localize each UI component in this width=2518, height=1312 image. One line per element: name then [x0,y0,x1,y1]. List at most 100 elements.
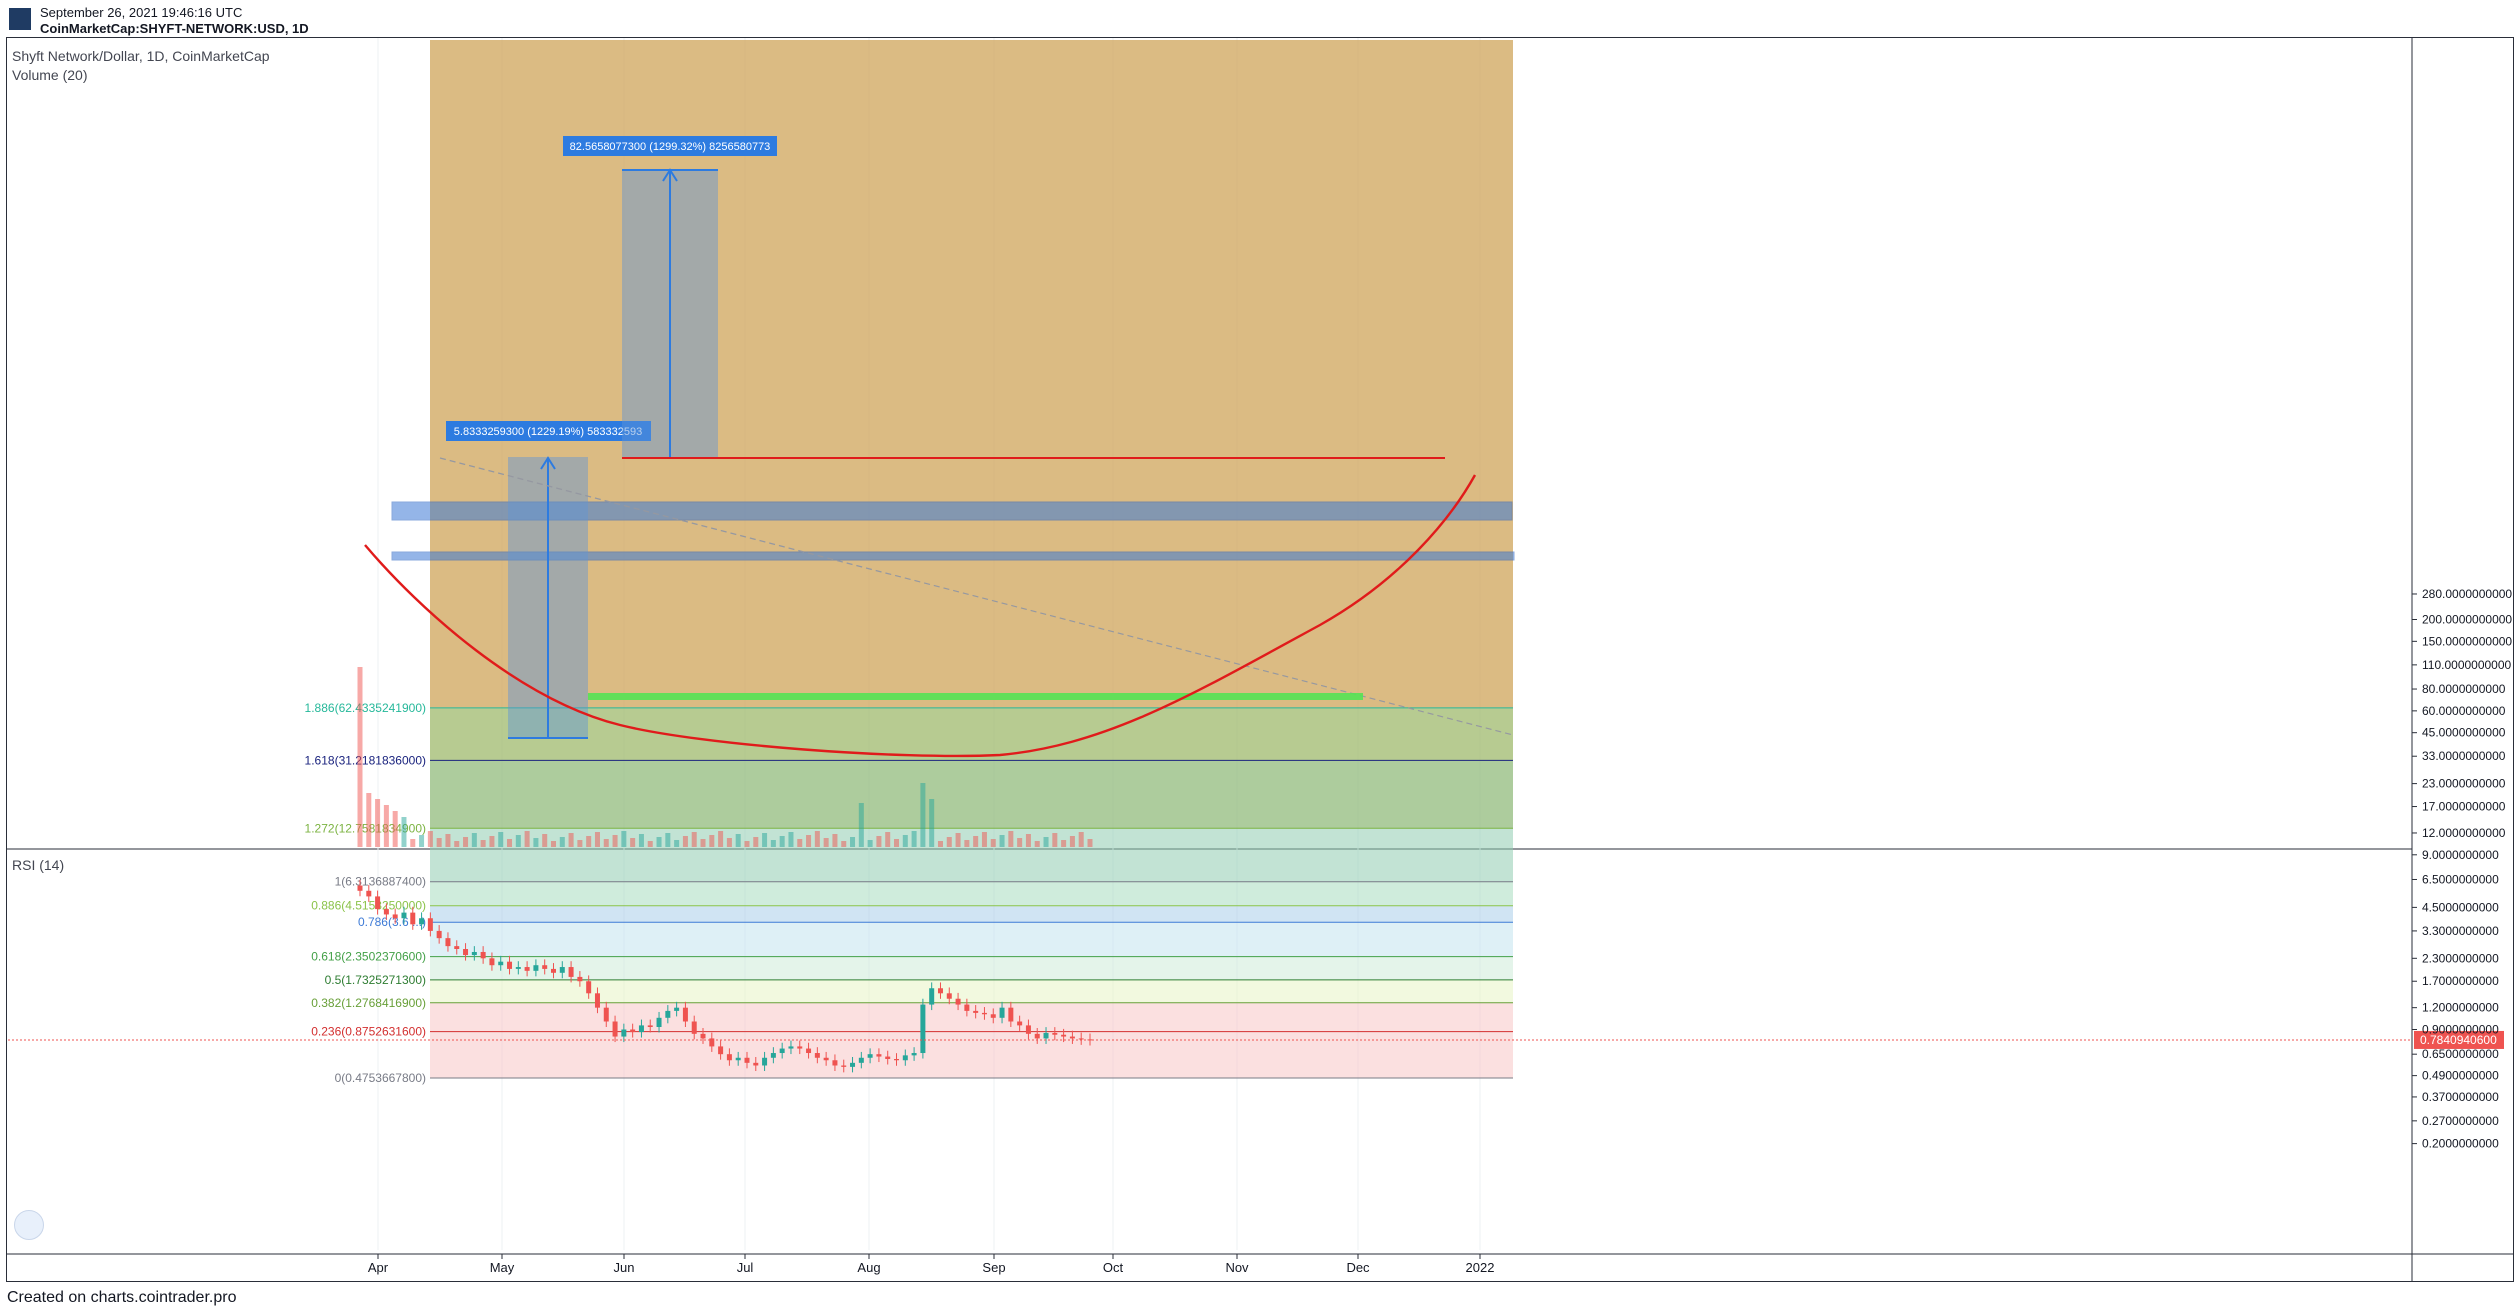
price-tick-label: 110.0000000000 [2422,658,2512,672]
fib-zone [430,828,1513,882]
fib-zone [430,760,1513,829]
volume-bar [366,793,372,847]
candle-body [902,1055,908,1061]
volume-bar [489,836,495,847]
volume-bar [726,838,732,847]
volume-bar [392,811,398,847]
candle-body [383,909,389,915]
candle-body [823,1057,829,1061]
volume-bar [735,834,741,847]
candle-body [471,951,477,956]
candle-body [577,976,583,982]
volume-bar [1043,837,1049,847]
candle-body [401,912,407,919]
candle-body [814,1053,820,1058]
volume-bar [797,839,803,847]
candle-body [524,967,530,971]
volume-bar [762,833,768,847]
candle-body [770,1053,776,1058]
volume-bar [559,837,565,847]
fib-level-label: 0.886(4.5153250000) [311,899,426,913]
volume-bar [612,835,618,847]
candle-body [937,988,943,994]
candle-body [674,1007,680,1011]
volume-bar [630,838,636,847]
volume-bar [682,836,688,847]
volume-bar [656,837,662,847]
candle-body [366,890,372,897]
candle-body [357,885,363,891]
candle-body [410,912,416,925]
tradingview-badge-icon[interactable] [14,1210,44,1240]
fib-highlight-0618 [391,551,1515,561]
fib-level-label: 0.618(2.3502370600) [311,950,426,964]
price-tick-label: 33.0000000000 [2422,749,2506,763]
candle-body [1078,1038,1084,1040]
volume-bar [647,841,653,847]
volume-bar [876,836,882,847]
volume-bar [463,837,469,847]
cup-curve [364,474,1477,758]
volume-bar [911,831,917,847]
candle-body [929,988,935,1005]
candle-body [594,993,600,1008]
volume-bar [1034,841,1040,847]
volume-bar [937,841,943,847]
candle-body [691,1021,697,1034]
fib-level-label: 0.382(1.2768416900) [311,996,426,1010]
fib-zone [430,979,1513,1003]
candle-body [850,1062,856,1067]
fib-level-label: 0.786(3.6 ...) [358,915,426,929]
candle-body [911,1053,917,1056]
time-tick-label: Aug [857,1260,880,1275]
fib-level-label: 0.5(1.7325271300) [325,973,426,987]
volume-bar [454,841,460,847]
volume-bar [1061,840,1067,847]
volume-bar [1069,836,1075,847]
volume-bar [507,839,513,847]
candle-body [550,968,556,973]
candle-body [797,1046,803,1049]
candle-body [1008,1007,1014,1022]
candle-body [858,1057,864,1063]
candle-body [920,1004,926,1054]
support-band [588,693,1363,700]
price-tick-label: 3.3000000000 [2422,924,2499,938]
volume-bar [902,835,908,847]
header-date: September 26, 2021 19:46:16 UTC [40,5,243,20]
last-price-badge [2414,1030,2504,1049]
volume-bar [999,835,1005,847]
volume-bar [401,817,407,847]
volume-bar [894,839,900,847]
price-tick-label: 0.9000000000 [2422,1022,2499,1036]
volume-bar [718,831,724,847]
volume-bar [1087,839,1093,847]
time-tick-label: 2022 [1466,1260,1495,1275]
candle-body [682,1007,688,1022]
volume-bar [990,839,996,847]
volume-bar [700,839,706,847]
candle-body [1025,1025,1031,1034]
volume-bar [920,783,926,847]
candle-body [445,938,451,947]
fib-zone [430,1031,1513,1078]
candle-body [894,1059,900,1061]
volume-bar [375,799,381,847]
price-tick-label: 0.3700000000 [2422,1090,2499,1104]
volume-bar [383,805,389,847]
volume-bar [850,837,856,847]
volume-bar [753,837,759,847]
fib-level-label: 1.886(62.4335241900) [305,701,426,715]
candle-body [744,1057,750,1063]
price-tick-label: 6.5000000000 [2422,872,2499,886]
price-tick-label: 280.0000000000 [2422,587,2512,601]
volume-bar [1052,833,1058,847]
volume-bar [806,835,812,847]
candle-body [507,961,513,969]
candle-body [885,1056,891,1060]
volume-bar [357,667,363,847]
candle-body [568,967,574,977]
candle-body [612,1021,618,1037]
fib-zone [430,881,1513,906]
